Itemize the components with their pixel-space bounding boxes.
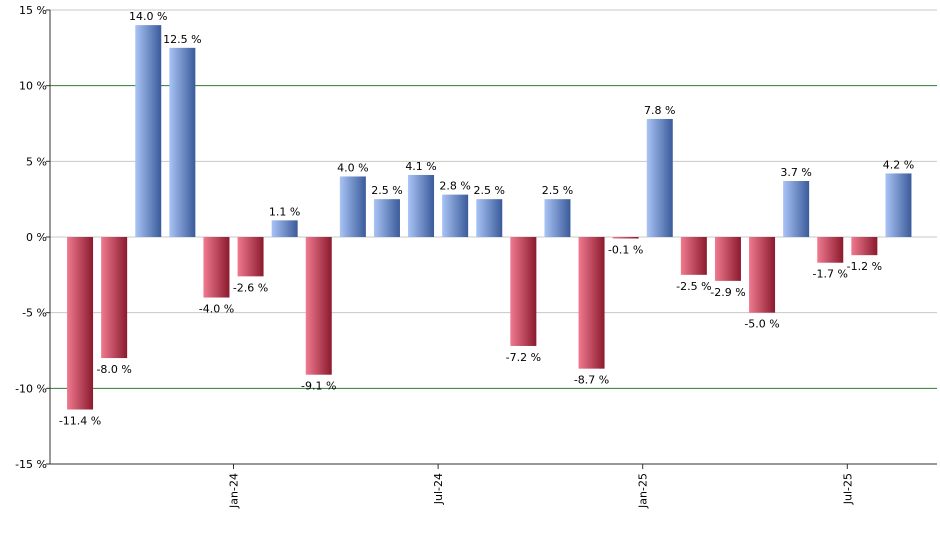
bar xyxy=(510,237,537,346)
data-label: 14.0 % xyxy=(129,10,167,23)
data-label: -0.1 % xyxy=(608,244,643,257)
data-label: 4.2 % xyxy=(883,158,914,171)
data-label: -4.0 % xyxy=(199,303,234,316)
data-label: -1.2 % xyxy=(847,260,882,273)
x-tick-label: Jan-24 xyxy=(228,473,241,509)
bars xyxy=(67,25,912,410)
y-tick-label: 15 % xyxy=(19,4,47,17)
data-label: 4.1 % xyxy=(405,160,436,173)
bar xyxy=(612,237,639,239)
data-label: 2.5 % xyxy=(371,184,402,197)
data-label: 7.8 % xyxy=(644,104,675,117)
bar xyxy=(305,237,332,375)
bar xyxy=(408,174,435,237)
bar xyxy=(237,237,264,277)
data-label: -2.5 % xyxy=(676,280,711,293)
y-tick-label: -10 % xyxy=(15,382,47,395)
bar xyxy=(714,237,741,281)
x-tick-label: Jul-24 xyxy=(432,473,445,505)
data-label: 2.5 % xyxy=(542,184,573,197)
bar xyxy=(67,237,94,410)
y-tick-label: -5 % xyxy=(22,307,47,320)
x-tick-label: Jan-25 xyxy=(637,473,650,509)
data-label: -2.6 % xyxy=(233,281,268,294)
data-label: 2.8 % xyxy=(439,180,470,193)
data-label: 3.7 % xyxy=(780,166,811,179)
y-tick-label: -15 % xyxy=(15,458,47,471)
bar xyxy=(271,220,298,237)
data-label: -1.7 % xyxy=(813,268,848,281)
data-label: 2.5 % xyxy=(474,184,505,197)
bar xyxy=(373,199,400,237)
bar xyxy=(203,237,230,298)
x-tick-label: Jul-25 xyxy=(841,473,854,505)
bar xyxy=(578,237,605,369)
data-label: -5.0 % xyxy=(744,318,779,331)
y-tick-label: 0 % xyxy=(26,231,47,244)
bar xyxy=(646,118,673,237)
bar xyxy=(169,47,196,238)
y-tick-label: 5 % xyxy=(26,155,47,168)
bar xyxy=(476,199,503,237)
data-label: 12.5 % xyxy=(163,33,201,46)
data-label: -8.0 % xyxy=(96,363,131,376)
y-tick-label: 10 % xyxy=(19,80,47,93)
labels: 15 % 10 % 5 % 0 % -5 % -10 % -15 % -11.4 % -8.0 … xyxy=(15,4,914,509)
bar xyxy=(339,176,366,237)
axes xyxy=(46,9,937,469)
data-label: -7.2 % xyxy=(506,351,541,364)
bar xyxy=(885,173,912,237)
bar xyxy=(851,237,878,256)
bar xyxy=(749,237,776,313)
bar xyxy=(442,194,469,237)
data-label: -11.4 % xyxy=(59,415,101,428)
bar xyxy=(783,181,810,237)
bar xyxy=(544,199,571,237)
data-label: 4.0 % xyxy=(337,161,368,174)
bar xyxy=(817,237,844,263)
bar xyxy=(680,237,707,275)
data-label: -2.9 % xyxy=(710,286,745,299)
data-label: -8.7 % xyxy=(574,374,609,387)
data-label: 1.1 % xyxy=(269,205,300,218)
data-label: -9.1 % xyxy=(301,380,336,393)
bar xyxy=(101,237,128,359)
bar xyxy=(135,25,162,238)
